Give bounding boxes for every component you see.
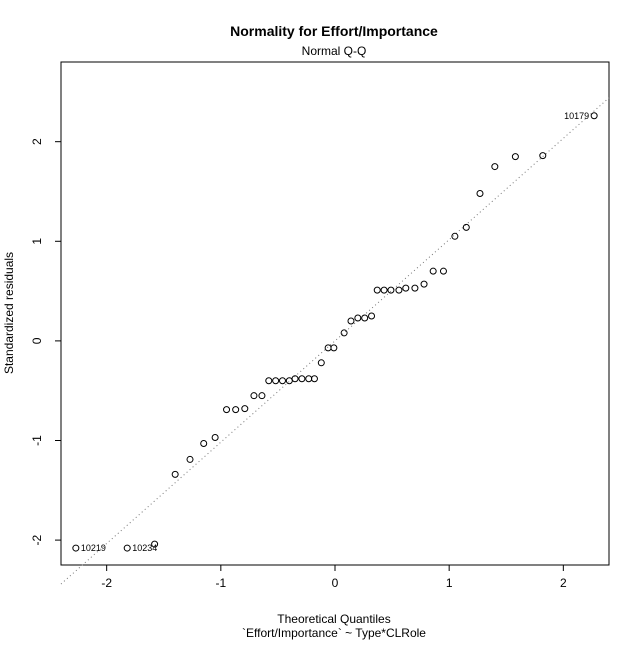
x-tick-label: -1: [215, 576, 226, 590]
data-point: [387, 286, 395, 294]
data-point: [539, 152, 547, 160]
data-point: [451, 232, 459, 240]
data-point: [511, 153, 519, 161]
data-point: [186, 455, 194, 463]
data-point: [278, 377, 286, 385]
data-point: [340, 329, 348, 337]
data-point: [380, 286, 388, 294]
y-axis-label: Standardized residuals: [2, 252, 16, 374]
y-axis: -2 -1 0 1 2: [30, 138, 61, 545]
x-tick-label: 1: [446, 576, 453, 590]
data-point: [330, 344, 338, 352]
data-point: [123, 544, 131, 552]
x-axis: -2 -1 0 1 2: [101, 565, 567, 590]
data-point: [72, 544, 80, 552]
y-tick-label: -2: [30, 534, 44, 545]
data-point: [151, 540, 159, 548]
data-point: [590, 112, 598, 120]
chart-subtitle: Normal Q-Q: [302, 44, 367, 58]
x-axis-label: Theoretical Quantiles: [277, 612, 390, 626]
point-label: 10179: [564, 111, 589, 121]
plot-frame: [60, 61, 610, 566]
points-group: 10219 10234 10179: [72, 111, 598, 553]
data-point: [420, 280, 428, 288]
data-point: [285, 377, 293, 385]
y-tick-label: 2: [30, 138, 44, 145]
reference-line-group: [60, 97, 610, 585]
data-point: [476, 189, 484, 197]
data-point: [305, 375, 313, 383]
data-point: [232, 406, 240, 414]
data-point: [272, 377, 280, 385]
point-label: 10234: [132, 543, 157, 553]
data-point: [211, 434, 219, 442]
data-point: [395, 286, 403, 294]
data-point: [373, 286, 381, 294]
data-point: [347, 317, 355, 325]
qq-reference-line: [60, 97, 610, 585]
y-tick-label: 0: [30, 337, 44, 344]
data-point: [241, 405, 249, 413]
data-point: [171, 470, 179, 478]
x-tick-label: 0: [332, 576, 339, 590]
data-point: [250, 392, 258, 400]
point-label: 10219: [81, 543, 106, 553]
data-point: [258, 392, 266, 400]
data-point: [200, 439, 208, 447]
y-tick-label: 1: [30, 238, 44, 245]
data-point: [324, 344, 332, 352]
data-point: [361, 314, 369, 322]
data-point: [310, 375, 318, 383]
data-point: [411, 284, 419, 292]
data-point: [491, 163, 499, 171]
data-point: [429, 267, 437, 275]
chart-title: Normality for Effort/Importance: [230, 23, 438, 39]
data-point: [354, 314, 362, 322]
data-point: [317, 359, 325, 367]
data-point: [462, 223, 470, 231]
data-point: [291, 375, 299, 383]
x-tick-label: -2: [101, 576, 112, 590]
data-point: [223, 406, 231, 414]
data-point: [439, 267, 447, 275]
y-tick-label: -1: [30, 435, 44, 446]
x-axis-sublabel: `Effort/Importance` ~ Type*CLRole: [242, 626, 426, 640]
data-point: [402, 284, 410, 292]
data-point: [298, 375, 306, 383]
data-point: [368, 312, 376, 320]
x-tick-label: 2: [560, 576, 567, 590]
data-point: [265, 377, 273, 385]
